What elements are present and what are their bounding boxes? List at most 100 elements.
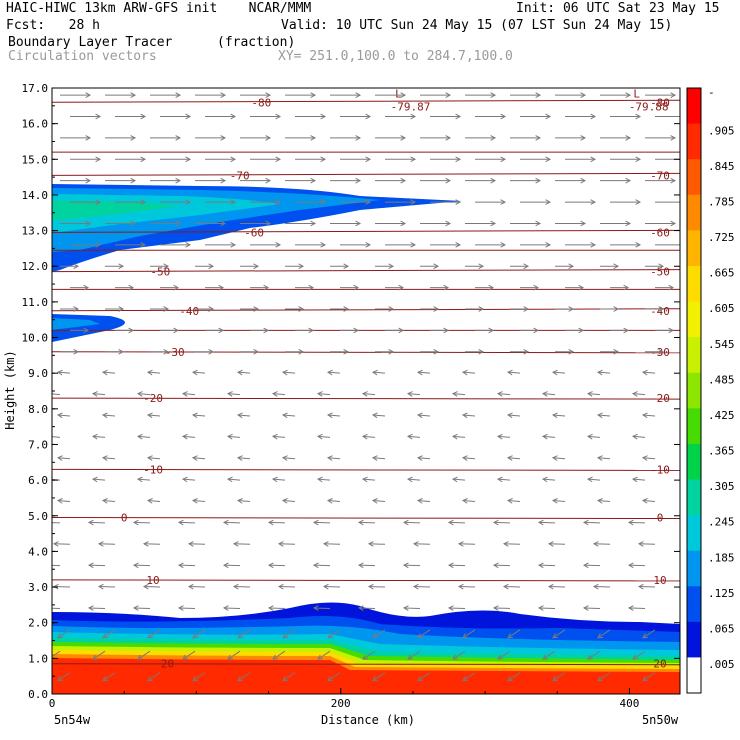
vector-arrowhead bbox=[136, 476, 143, 483]
vector-arrowhead bbox=[173, 284, 180, 291]
circulation-vector bbox=[417, 457, 431, 460]
circulation-vector bbox=[237, 672, 251, 682]
vector-arrowhead bbox=[596, 455, 603, 461]
vector-arrowhead bbox=[277, 541, 284, 547]
vector-arrowhead bbox=[87, 562, 94, 569]
vector-arrowhead bbox=[56, 455, 63, 461]
circulation-vector bbox=[223, 521, 241, 524]
vector-arrowhead bbox=[128, 284, 135, 291]
circulation-vector bbox=[407, 478, 421, 481]
vector-arrowhead bbox=[191, 455, 198, 461]
x-tick-label: 400 bbox=[620, 697, 640, 710]
vector-arrowhead bbox=[523, 348, 530, 355]
circulation-vector bbox=[147, 500, 161, 503]
circulation-vector bbox=[542, 478, 556, 481]
circulation-vector bbox=[98, 586, 116, 588]
vector-arrowhead bbox=[582, 519, 589, 526]
circulation-vector bbox=[358, 607, 376, 609]
vector-arrowhead bbox=[227, 654, 234, 660]
field-name: Boundary Layer Tracer bbox=[8, 35, 173, 50]
colorbar-swatch bbox=[687, 515, 701, 552]
vector-arrowhead bbox=[445, 92, 452, 98]
colorbar-frame bbox=[686, 87, 702, 694]
vector-arrowhead bbox=[142, 583, 149, 590]
vector-arrowhead bbox=[635, 156, 642, 163]
vector-arrowhead bbox=[320, 242, 327, 248]
vector-arrowhead bbox=[388, 348, 395, 355]
isotherm-line bbox=[52, 229, 680, 233]
isotherm-label: -80 bbox=[650, 96, 670, 109]
circulation-vector bbox=[507, 500, 521, 503]
vector-arrowhead bbox=[506, 369, 513, 376]
vector-arrowhead bbox=[181, 391, 188, 397]
vector-arrowhead bbox=[310, 135, 317, 141]
colorbar-swatch bbox=[687, 479, 701, 516]
vector-arrowhead bbox=[265, 177, 272, 184]
y-tick-label: 1.0 bbox=[28, 652, 48, 665]
circulation-vector bbox=[272, 393, 286, 396]
vector-arrowhead bbox=[551, 455, 558, 461]
isotherm-line bbox=[52, 468, 680, 471]
isotherm-label: 10 bbox=[653, 574, 666, 587]
circulation-vector bbox=[548, 543, 566, 545]
vector-arrowhead bbox=[220, 177, 227, 184]
circulation-vector bbox=[597, 414, 611, 417]
circulation-vector bbox=[57, 672, 71, 682]
vector-arrowhead bbox=[236, 455, 243, 461]
vector-arrowhead bbox=[367, 583, 374, 590]
vector-arrowhead bbox=[140, 113, 147, 120]
vector-arrowhead bbox=[681, 242, 685, 247]
vector-arrowhead bbox=[461, 412, 468, 419]
vector-arrowhead bbox=[533, 284, 540, 291]
isotherm-label: -10 bbox=[650, 463, 670, 476]
x-end-label: 5n50w bbox=[642, 713, 679, 727]
vector-arrowhead bbox=[625, 177, 632, 184]
vector-arrowhead bbox=[275, 156, 282, 163]
vector-arrowhead bbox=[185, 199, 192, 205]
circulation-vector bbox=[92, 650, 106, 660]
boundary-layer-band bbox=[52, 658, 680, 694]
isotherm-label: -20 bbox=[650, 392, 670, 405]
isotherm-label: -70 bbox=[230, 169, 250, 182]
vector-arrowhead bbox=[175, 135, 182, 141]
vector-arrowhead bbox=[580, 220, 587, 227]
circulation-vector bbox=[323, 543, 341, 545]
x-tick-label: 0 bbox=[49, 697, 56, 710]
circulation-vector bbox=[372, 629, 386, 639]
vector-arrowhead bbox=[541, 433, 548, 440]
circulation-vector bbox=[92, 435, 106, 438]
colorbar-label: .245 bbox=[708, 516, 735, 529]
vector-arrowhead bbox=[208, 263, 215, 270]
circulation-vector bbox=[178, 607, 196, 609]
isotherm-label: -70 bbox=[650, 169, 670, 182]
circulation-vector bbox=[182, 393, 196, 396]
y-tick-label: 17.0 bbox=[22, 82, 49, 95]
vector-arrowhead bbox=[400, 220, 407, 227]
vector-arrowhead bbox=[92, 654, 99, 660]
low-marker: L bbox=[633, 88, 640, 101]
colorbar-swatch bbox=[687, 657, 701, 694]
circulation-vector bbox=[282, 500, 296, 503]
circulation-vector bbox=[583, 521, 601, 524]
vector-arrowhead bbox=[185, 113, 192, 120]
isotherm-label: -50 bbox=[150, 266, 170, 279]
circulation-vector bbox=[237, 414, 251, 417]
vector-arrowhead bbox=[187, 541, 194, 547]
circulation-vector bbox=[497, 650, 511, 660]
vector-arrowhead bbox=[400, 92, 407, 98]
circulation-vector bbox=[583, 607, 601, 609]
vector-arrowhead bbox=[73, 348, 80, 355]
vector-arrowhead bbox=[455, 113, 462, 120]
vector-arrowhead bbox=[635, 199, 642, 205]
vector-arrowhead bbox=[57, 633, 64, 639]
circulation-vector bbox=[597, 629, 611, 639]
vector-arrowhead bbox=[406, 476, 413, 483]
vector-arrowhead bbox=[56, 369, 63, 376]
vector-arrowhead bbox=[462, 633, 469, 639]
y-tick-label: 12.0 bbox=[22, 260, 49, 273]
isotherm-label: -20 bbox=[143, 392, 163, 405]
circulation-vector bbox=[452, 650, 466, 660]
circulation-vector bbox=[52, 650, 61, 658]
vector-arrowhead bbox=[281, 369, 288, 376]
circulation-vector bbox=[452, 435, 466, 438]
